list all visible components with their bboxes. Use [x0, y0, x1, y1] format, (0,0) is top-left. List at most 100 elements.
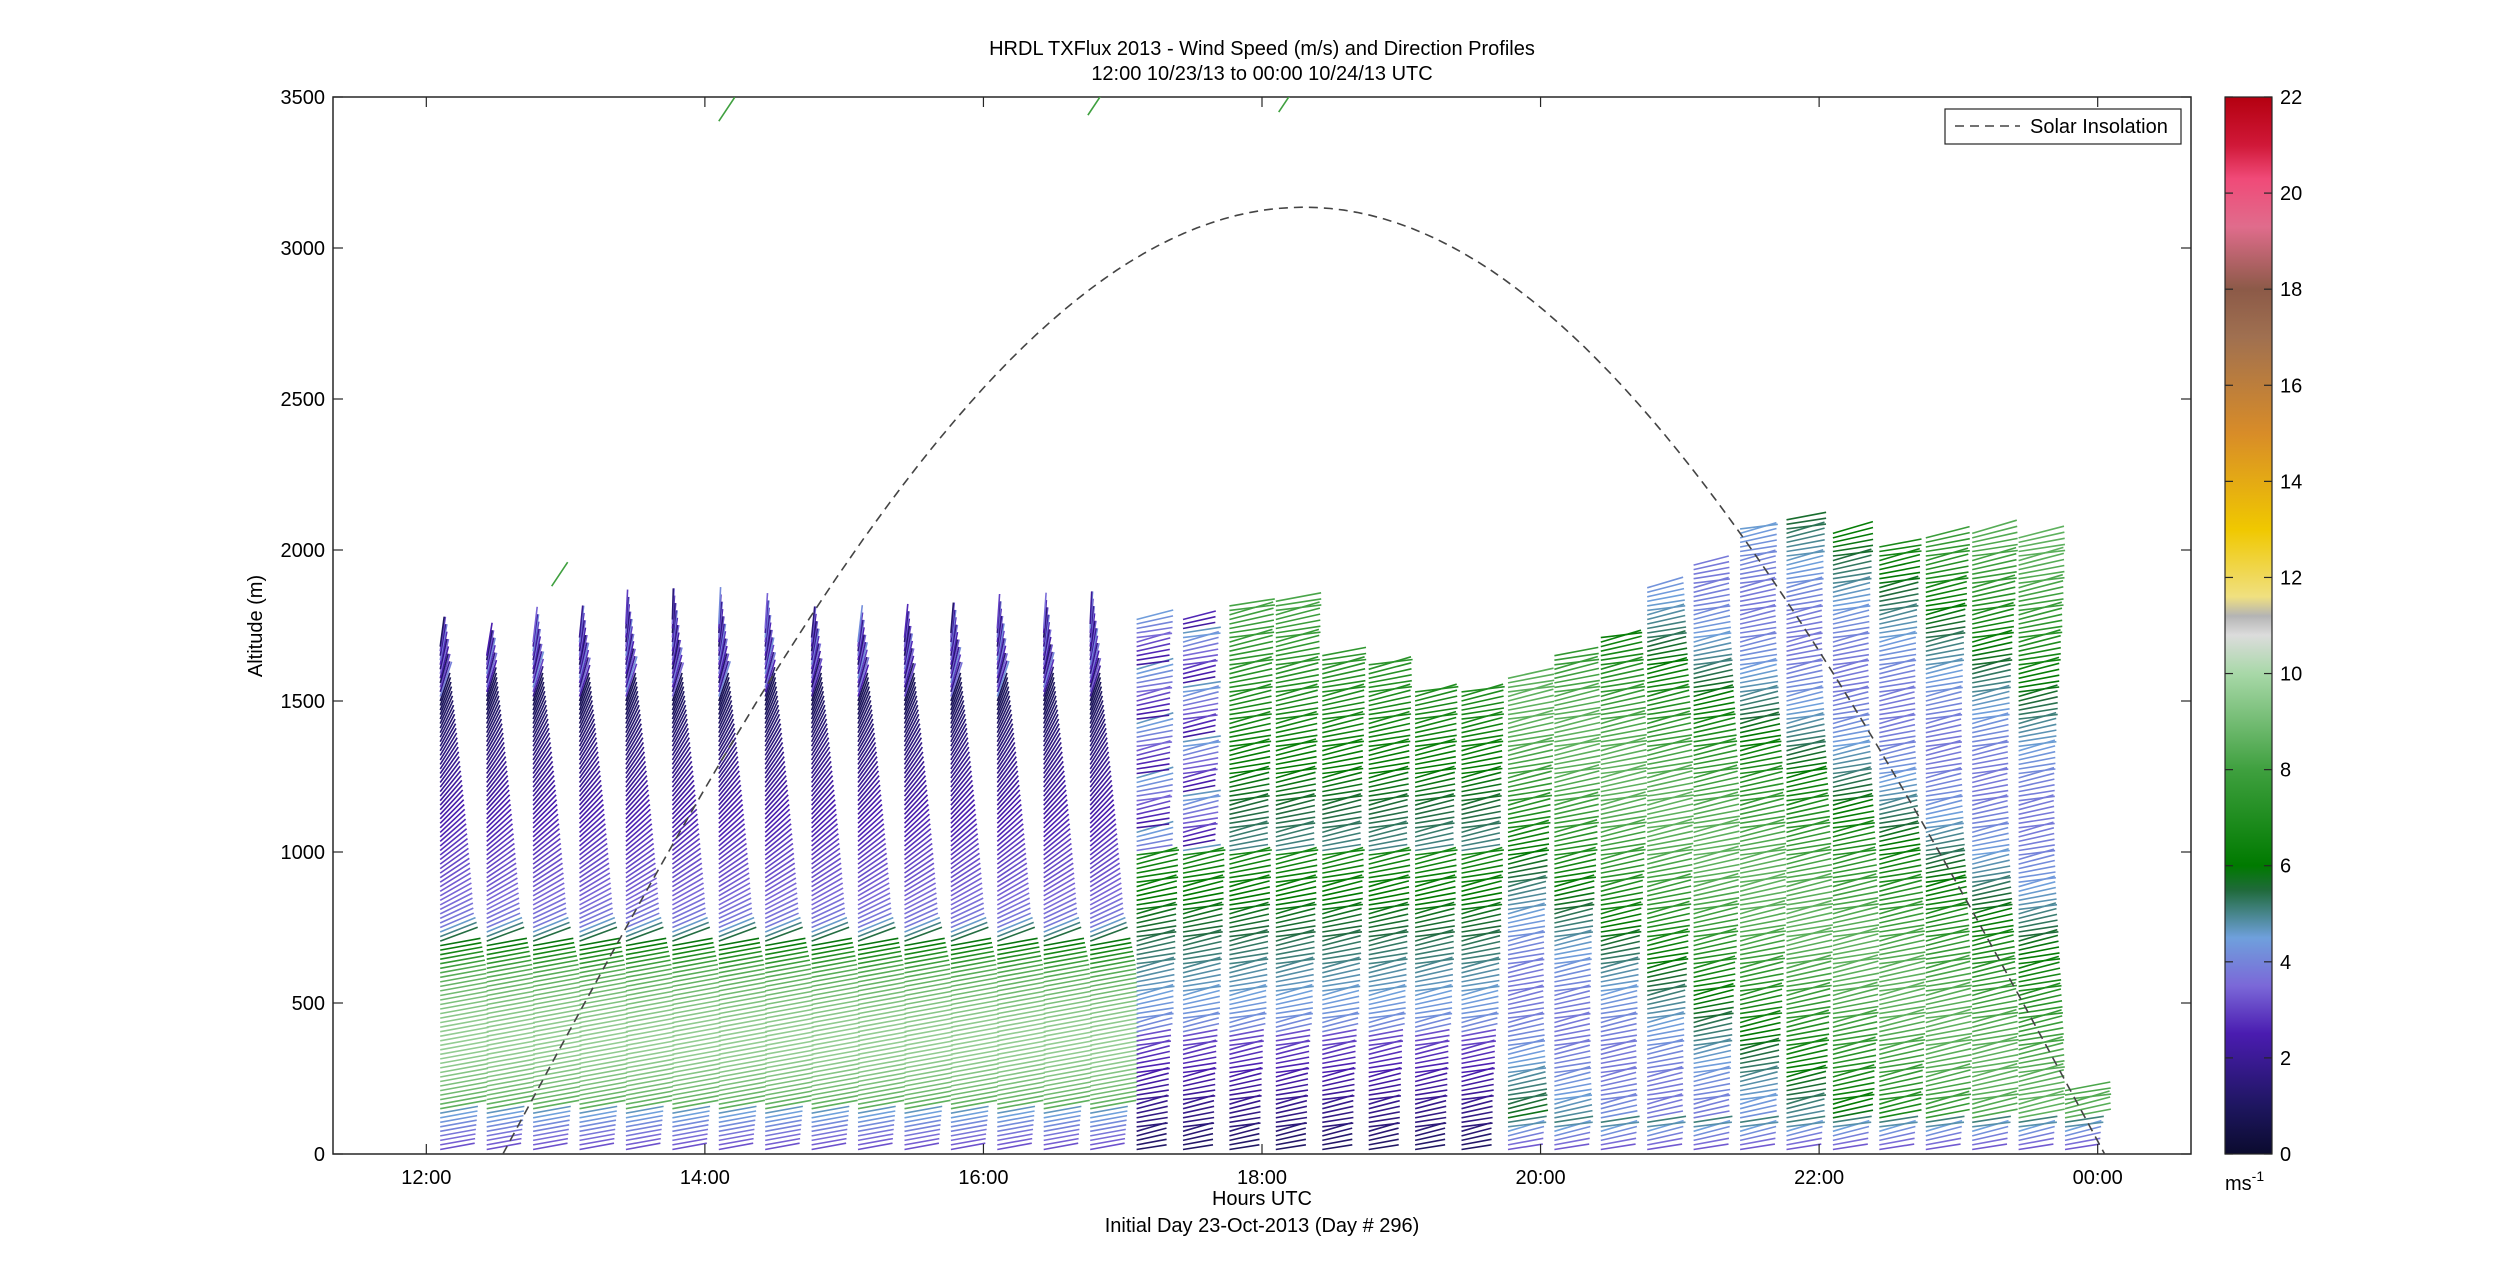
wind-barb [1461, 695, 1504, 707]
wind-barb [1089, 686, 1103, 715]
wind-barb [1415, 1040, 1450, 1047]
wind-barb [1136, 708, 1170, 716]
wind-barb [1090, 1067, 1139, 1078]
wind-barb [1229, 1067, 1263, 1074]
wind-barb [1972, 696, 2010, 707]
wind-barb [1461, 1045, 1495, 1056]
wind-barb [1461, 750, 1503, 761]
wind-barb [2018, 799, 2055, 811]
wind-barb [1182, 768, 1218, 775]
wind-barb [1043, 968, 1090, 979]
wind-barb [1740, 875, 1787, 883]
wind-barb [1368, 658, 1413, 666]
wind-barb [1322, 1028, 1357, 1037]
wind-barb [1554, 846, 1596, 861]
wind-barb [1136, 934, 1176, 947]
wind-barb [1089, 784, 1113, 811]
wind-barb [2018, 1048, 2064, 1060]
wind-barb [1229, 1095, 1262, 1101]
wind-barb [996, 727, 1014, 756]
wind-barb [904, 1067, 953, 1078]
wind-barb [1600, 1083, 1637, 1092]
wind-barb [1647, 1083, 1684, 1092]
wind-barb [1182, 934, 1222, 947]
wind-barb [1368, 832, 1408, 843]
wind-barb [718, 968, 765, 979]
wind-barb [1879, 873, 1922, 888]
wind-barb [1043, 1128, 1080, 1137]
wind-barb [1879, 1005, 1926, 1015]
wind-barb [1647, 1137, 1683, 1146]
wind-barb [1275, 734, 1318, 743]
wind-barb [1879, 1020, 1925, 1033]
wind-barb [1275, 1138, 1307, 1146]
wind-barb [2018, 1087, 2066, 1096]
wind-barb [578, 700, 594, 729]
wind-barb [718, 842, 747, 865]
wind-barb [672, 946, 715, 956]
wind-barb [764, 700, 779, 729]
wind-barb [718, 972, 766, 983]
wind-barb [857, 1137, 894, 1146]
wind-barb [718, 779, 741, 806]
wind-barb [904, 1090, 952, 1101]
wind-barb [1693, 1094, 1731, 1101]
wind-barb [1229, 1050, 1263, 1060]
wind-barb [439, 847, 469, 870]
wind-barb [1647, 689, 1690, 702]
wind-barb [625, 704, 640, 734]
wind-barb [1786, 550, 1825, 557]
wind-barb [625, 897, 659, 915]
wind-barb [485, 718, 503, 747]
wind-barb [1136, 880, 1178, 893]
wind-barb [1925, 751, 1962, 761]
wind-profile [1322, 646, 1367, 1151]
wind-barb [486, 892, 519, 911]
wind-barb [1136, 703, 1170, 711]
wind-barb [718, 746, 738, 774]
wind-barb [1693, 985, 1736, 992]
wind-barb [811, 1090, 859, 1101]
wind-barb [1600, 962, 1639, 974]
wind-barb [1600, 733, 1647, 743]
wind-barb [1461, 1138, 1492, 1146]
wind-barb [1275, 1095, 1309, 1101]
wind-barb [950, 1110, 989, 1119]
wind-barb [718, 713, 734, 743]
wind-barb [579, 857, 609, 879]
wind-barb [1461, 728, 1504, 738]
wind-barb [1693, 939, 1737, 951]
wind-barb [1507, 755, 1554, 766]
wind-barb [486, 857, 517, 879]
wind-barb [1089, 877, 1122, 897]
wind-barb [1925, 549, 1970, 557]
wind-barb [579, 1017, 628, 1028]
wind-barb [1786, 1033, 1830, 1042]
wind-barb [672, 1076, 720, 1087]
wind-barb [672, 1114, 710, 1124]
wind-barb [1879, 1032, 1926, 1042]
wind-barb [1322, 1056, 1356, 1065]
wind-barb [1972, 592, 2016, 603]
wind-barb [857, 794, 882, 820]
wind-barb [1275, 1067, 1310, 1074]
wind-barb [1832, 795, 1874, 802]
wind-barb [1925, 713, 1963, 720]
wind-barb [672, 921, 709, 938]
wind-barb [997, 1013, 1046, 1024]
wind-barb [1832, 686, 1870, 693]
wind-barb [1229, 1127, 1260, 1137]
wind-barb [1368, 925, 1409, 933]
wind-barb [1879, 906, 1924, 920]
wind-barb [532, 963, 579, 974]
wind-barb [1368, 734, 1411, 743]
wind-barb [950, 1035, 1000, 1047]
wind-barb [1368, 1111, 1400, 1119]
wind-barb [1554, 700, 1601, 711]
wind-barb [625, 941, 668, 951]
wind-barb [1693, 973, 1736, 983]
wind-barb [1507, 962, 1544, 974]
wind-barb [1507, 721, 1554, 734]
wind-barb [811, 808, 837, 833]
wind-barb [1089, 751, 1110, 779]
